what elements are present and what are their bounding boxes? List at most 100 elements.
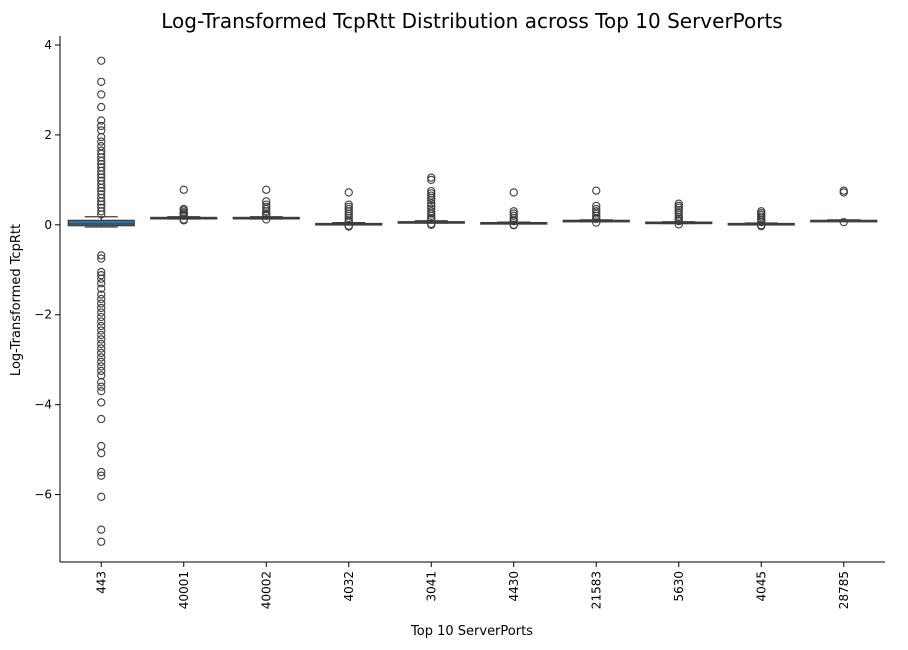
outlier-point [427, 175, 436, 185]
y-tick-label: 2 [44, 128, 52, 142]
outlier-point [97, 133, 106, 142]
outlier-point [97, 326, 106, 335]
outlier-point [97, 492, 106, 501]
outlier-point [97, 170, 106, 179]
outlier-point [97, 366, 106, 376]
outlier-point [97, 210, 106, 219]
outlier-point [97, 387, 106, 396]
outlier-point [97, 290, 106, 299]
outlier-point [97, 362, 106, 371]
y-tick-label: −6 [34, 488, 52, 502]
outlier-point [262, 211, 271, 220]
outlier-point [97, 312, 106, 322]
outlier-point [97, 271, 106, 280]
outlier-point [344, 217, 353, 226]
y-axis-label: Log-Transformed TcpRtt [9, 224, 24, 376]
x-tick-label: 21583 [589, 571, 603, 609]
outlier-point [592, 186, 601, 195]
outlier-point [757, 222, 766, 231]
outlier-point [97, 339, 106, 349]
outlier-point [97, 317, 106, 326]
outlier-point [97, 156, 106, 166]
x-tick-label: 40001 [177, 571, 191, 609]
chart-title: Log-Transformed TcpRtt Distribution acro… [161, 9, 782, 33]
outlier-point [344, 188, 353, 197]
outlier-point [674, 220, 683, 229]
outlier-point [97, 357, 106, 367]
outlier-point [97, 537, 106, 546]
outlier-point [262, 215, 271, 224]
outlier-point [97, 137, 106, 146]
outlier-point [97, 353, 106, 362]
outlier-point [97, 77, 106, 87]
y-tick-label: 4 [44, 38, 52, 52]
outlier-point [97, 321, 106, 331]
outlier-point [262, 207, 271, 216]
outlier-point [97, 294, 106, 304]
outlier-point [344, 211, 353, 220]
outlier-point [97, 344, 106, 353]
outlier-point [97, 330, 106, 340]
outlier-point [427, 209, 436, 218]
outlier-point [97, 308, 106, 317]
outlier-point [97, 303, 106, 313]
x-axis-label: Top 10 ServerPorts [410, 624, 533, 639]
outlier-point [97, 371, 106, 380]
x-tick-label: 4430 [507, 571, 521, 602]
outlier-point [97, 467, 106, 477]
outlier-point [509, 217, 518, 226]
x-tick-label: 4045 [754, 571, 768, 602]
outlier-point [97, 284, 106, 293]
outlier-point [97, 251, 106, 260]
outlier-point [97, 254, 106, 263]
outlier-point [97, 197, 106, 206]
outlier-point [427, 173, 436, 182]
outlier-point [97, 274, 106, 283]
outlier-point [839, 217, 848, 227]
outlier-point [97, 102, 106, 112]
outlier-point [427, 195, 436, 205]
outlier-point [674, 199, 683, 208]
x-tick-label: 28785 [837, 571, 851, 609]
outlier-point [97, 279, 106, 288]
outlier-point [97, 207, 106, 216]
outlier-point [674, 208, 683, 217]
outlier-point [344, 222, 353, 231]
y-tick-label: 0 [44, 218, 52, 232]
outlier-point [427, 193, 436, 202]
outlier-point [97, 183, 106, 193]
outlier-point [592, 209, 601, 218]
outlier-point [262, 185, 271, 194]
outlier-point [592, 218, 601, 227]
outlier-point [179, 211, 188, 220]
outlier-point [97, 121, 106, 131]
outlier-point [427, 220, 436, 229]
outlier-point [97, 382, 106, 391]
x-tick-label: 40002 [259, 571, 273, 609]
outlier-point [97, 378, 106, 387]
outlier-point [97, 90, 106, 99]
outlier-point [97, 449, 106, 458]
y-tick-label: −4 [34, 398, 52, 412]
outlier-point [592, 214, 601, 224]
outlier-point [97, 116, 106, 125]
outlier-point [179, 216, 188, 225]
outlier-point [97, 471, 106, 480]
outlier-point [97, 126, 106, 135]
outlier-point [509, 221, 518, 230]
outlier-point [509, 188, 518, 197]
outlier-point [97, 56, 106, 65]
outlier-point [509, 211, 518, 220]
outlier-point [427, 211, 436, 220]
outlier-point [97, 348, 106, 358]
y-tick-label: −2 [34, 308, 52, 322]
outlier-point [427, 199, 436, 208]
outlier-point [97, 398, 106, 407]
x-tick-label: 4032 [342, 571, 356, 602]
outlier-point [179, 185, 188, 194]
plot-area: −6 −4 −2 0 2 4 443 40001 40002 4032 3041 4430 21583 5… [34, 36, 885, 609]
outlier-point [839, 188, 848, 197]
x-tick-label: 3041 [424, 571, 438, 602]
